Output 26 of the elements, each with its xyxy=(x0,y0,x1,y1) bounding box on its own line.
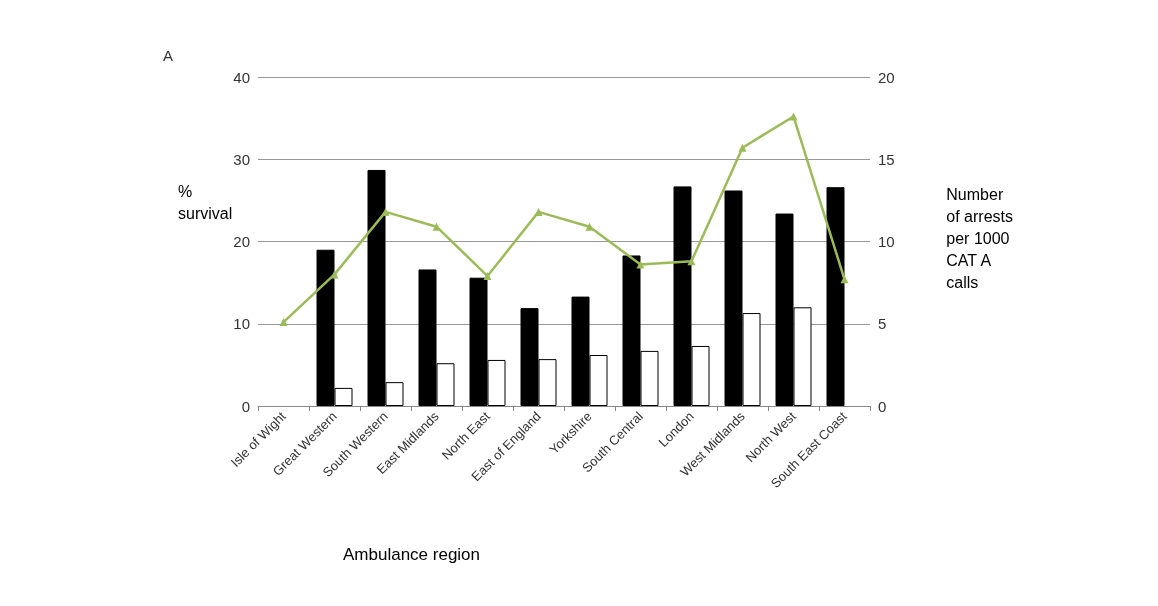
point xyxy=(279,318,288,327)
point xyxy=(534,207,543,216)
point xyxy=(687,257,696,266)
point xyxy=(381,207,390,216)
y2-tick-label: 0 xyxy=(878,397,887,415)
y2-tick-label: 15 xyxy=(878,150,895,168)
point xyxy=(483,272,492,281)
chart-title: A xyxy=(163,47,174,64)
point xyxy=(789,112,798,121)
y-tick-label: 20 xyxy=(233,233,250,250)
y2-tick-label: 5 xyxy=(878,315,887,333)
point xyxy=(585,222,594,231)
y-tick-label: 10 xyxy=(233,315,250,333)
y-tick-label: 0 xyxy=(241,397,250,415)
y-tick-label: 40 xyxy=(233,68,250,86)
point xyxy=(330,270,339,279)
y2-tick-label: 20 xyxy=(878,68,895,86)
y-tick-label: 30 xyxy=(233,150,250,168)
x-axis-title: Ambulance region xyxy=(343,545,481,564)
point xyxy=(636,260,645,269)
y2-axis-title: Number of arrests per 1000 CAT A calls xyxy=(946,185,1013,291)
point xyxy=(738,143,747,152)
bar xyxy=(826,187,845,406)
y-axis-title: % survival xyxy=(178,182,233,222)
y2-tick-label: 10 xyxy=(878,233,895,250)
point xyxy=(840,275,849,284)
